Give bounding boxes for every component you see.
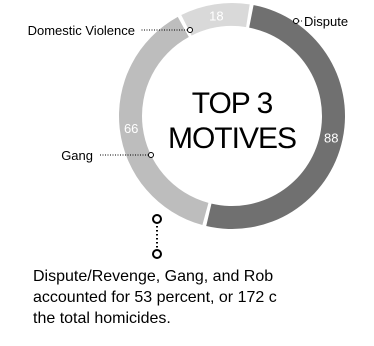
callout-dot	[293, 18, 299, 24]
donut-slices	[118, 2, 346, 230]
callout-domestic-violence: Domestic Violence	[28, 23, 193, 38]
chart-title-line-1: TOP 3	[192, 87, 273, 120]
pointer-top-circle	[152, 214, 162, 224]
value-label-dispute: 88	[324, 130, 338, 145]
value-label-gang: 66	[124, 121, 138, 136]
pointer-bottom-circle	[152, 249, 162, 259]
callout-label-domestic-violence: Domestic Violence	[28, 23, 135, 38]
slice-dispute	[206, 5, 346, 230]
caption-pointer	[152, 214, 162, 259]
callout-dot	[148, 152, 154, 158]
caption-line-1: Dispute/Revenge, Gang, and Rob	[33, 268, 274, 285]
callout-dot	[187, 27, 193, 33]
caption-line-3: the total homicides.	[33, 310, 171, 327]
callout-label-gang: Gang	[61, 148, 93, 163]
caption-line-2: accounted for 53 percent, or 172 c	[33, 289, 277, 306]
slice-callouts: Dispute Gang Domestic Violence	[28, 14, 349, 163]
chart-title-line-2: MOTIVES	[168, 122, 296, 155]
callout-gang: Gang	[61, 148, 154, 163]
callout-dispute: Dispute	[293, 14, 348, 29]
value-label-domestic-violence: 18	[209, 9, 223, 24]
caption-text: Dispute/Revenge, Gang, and Rob accounted…	[33, 266, 374, 329]
slice-value-labels: 88 66 18	[124, 9, 339, 146]
slice-gang	[118, 16, 209, 226]
slice-domestic-violence	[181, 2, 250, 36]
callout-label-dispute: Dispute	[304, 14, 348, 29]
